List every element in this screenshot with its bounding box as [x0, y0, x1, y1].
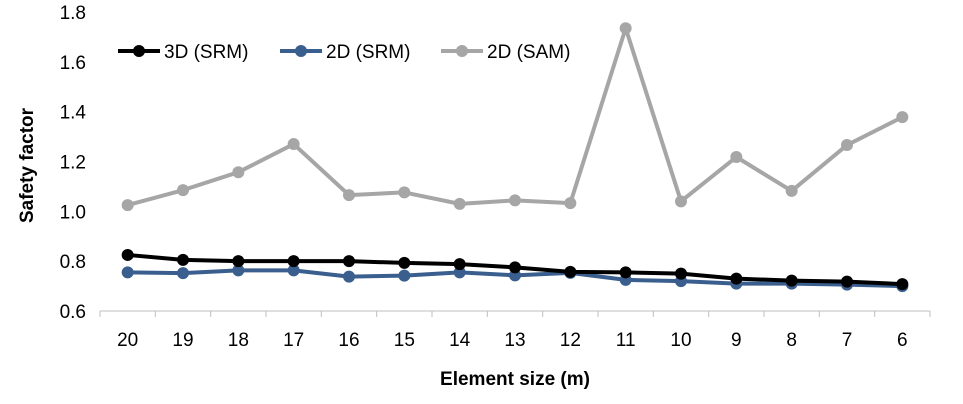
x-tick-label: 17 [283, 330, 304, 351]
legend-marker-2d-sam [456, 45, 468, 57]
legend-label-3d-srm: 3D (SRM) [164, 42, 248, 63]
data-point-2d-srm [287, 264, 300, 277]
y-tick-label: 1.2 [60, 153, 86, 174]
data-point-3d-srm [177, 253, 189, 266]
x-tick-labels: 20 19 18 17 16 15 14 13 12 11 10 9 8 7 6 [117, 330, 908, 351]
x-tick-label: 19 [172, 330, 193, 351]
x-tick-label: 11 [616, 330, 636, 351]
data-point-2d-sam [453, 197, 466, 210]
x-tick-label: 16 [338, 330, 359, 351]
data-point-2d-sam [232, 166, 245, 179]
data-point-2d-sam [287, 138, 300, 151]
data-point-2d-sam [509, 194, 521, 207]
x-tick-label: 13 [504, 330, 525, 351]
legend: 3D (SRM) 2D (SRM) 2D (SAM) [118, 42, 570, 63]
y-tick-label: 1.4 [60, 103, 87, 124]
data-point-3d-srm [896, 278, 909, 291]
data-point-2d-sam [785, 184, 798, 197]
data-point-2d-sam [675, 195, 687, 208]
x-tick-label: 10 [670, 330, 691, 351]
data-point-3d-srm [509, 261, 521, 274]
data-point-2d-srm [121, 266, 134, 279]
y-tick-label: 1.6 [60, 53, 86, 74]
legend-marker-2d-srm [295, 45, 307, 57]
series-group [121, 22, 909, 293]
data-point-2d-srm [343, 270, 355, 283]
data-point-2d-srm [232, 264, 245, 277]
data-point-2d-sam [619, 22, 632, 35]
data-point-2d-sam [896, 111, 909, 124]
data-point-2d-sam [564, 197, 577, 210]
data-point-3d-srm [287, 255, 300, 268]
x-tick-label: 8 [786, 330, 797, 351]
data-point-3d-srm [675, 267, 687, 280]
data-point-2d-sam [730, 151, 743, 164]
x-tick-label: 6 [897, 330, 908, 351]
data-point-3d-srm [619, 266, 632, 279]
data-point-3d-srm [121, 248, 134, 261]
x-tick-label: 9 [731, 330, 742, 351]
y-axis-title: Safety factor [17, 107, 38, 223]
data-point-2d-sam [841, 139, 853, 152]
data-point-2d-sam [177, 184, 189, 197]
data-point-2d-sam [121, 199, 134, 212]
legend-label-2d-sam: 2D (SAM) [487, 42, 570, 63]
data-point-3d-srm [564, 265, 577, 278]
data-point-3d-srm [841, 275, 853, 288]
data-point-3d-srm [232, 255, 245, 268]
y-tick-labels: 0.6 0.8 1.0 1.2 1.4 1.6 1.8 [60, 3, 87, 323]
legend-marker-3d-srm [133, 45, 145, 57]
data-point-3d-srm [453, 258, 466, 271]
data-point-2d-srm [453, 266, 466, 279]
data-point-2d-srm [398, 269, 411, 282]
y-tick-label: 0.6 [60, 302, 86, 323]
x-tick-label: 20 [117, 330, 138, 351]
data-point-3d-srm [785, 274, 798, 287]
x-axis-title: Element size (m) [440, 369, 590, 390]
legend-label-2d-srm: 2D (SRM) [326, 42, 410, 63]
x-tick-label: 7 [842, 330, 853, 351]
x-tick-label: 15 [394, 330, 415, 351]
x-tick-label: 12 [560, 330, 581, 351]
x-tick-marks [99, 311, 931, 317]
data-point-2d-srm [177, 267, 189, 280]
data-point-3d-srm [343, 255, 355, 268]
data-point-2d-sam [343, 189, 355, 202]
y-tick-label: 0.8 [60, 252, 86, 273]
y-tick-label: 1.0 [60, 202, 86, 223]
data-point-3d-srm [398, 256, 411, 269]
x-tick-label: 18 [228, 330, 249, 351]
data-point-2d-sam [398, 186, 411, 199]
data-point-3d-srm [730, 272, 743, 285]
x-tick-label: 14 [449, 330, 471, 351]
y-tick-label: 1.8 [60, 3, 86, 24]
